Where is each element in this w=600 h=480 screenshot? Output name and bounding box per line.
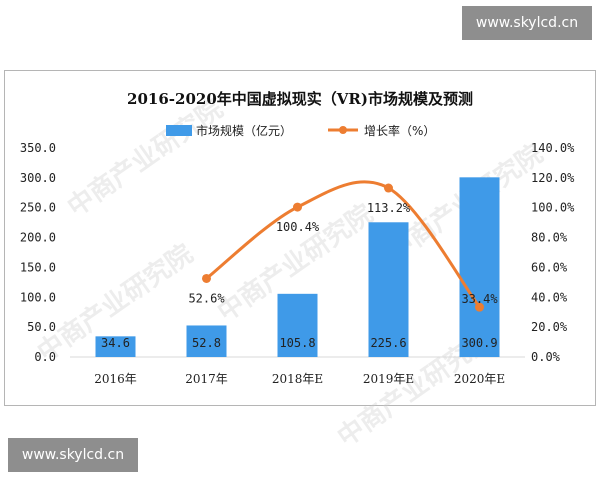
growth-marker: [293, 202, 302, 212]
y-left-tick-label: 100.0: [20, 290, 56, 304]
y-left-tick-label: 250.0: [20, 201, 56, 215]
growth-marker: [384, 183, 393, 193]
bar: [368, 222, 409, 357]
growth-value-label: 113.2%: [367, 201, 411, 215]
growth-value-label: 100.4%: [276, 220, 320, 234]
y-left-tick-label: 0.0: [34, 350, 56, 364]
bar: [277, 293, 318, 357]
x-tick-label: 2017年: [185, 372, 228, 386]
y-left-tick-label: 50.0: [27, 320, 56, 334]
watermark-bottom: www.skylcd.cn: [8, 438, 138, 472]
x-tick-label: 2019年E: [363, 372, 414, 386]
x-tick-label: 2018年E: [272, 372, 323, 386]
y-right-tick-label: 100.0%: [531, 201, 575, 215]
bar: [459, 177, 500, 357]
growth-value-label: 33.4%: [461, 292, 498, 306]
bar: [186, 325, 227, 357]
y-right-tick-label: 20.0%: [531, 320, 568, 334]
x-tick-label: 2016年: [94, 372, 137, 386]
growth-line: [205, 180, 481, 309]
bar-value-label: 225.6: [370, 336, 406, 350]
y-right-tick-label: 40.0%: [531, 290, 568, 304]
legend-bar-swatch: [166, 125, 192, 136]
y-right-tick-label: 60.0%: [531, 260, 568, 274]
y-left-tick-label: 200.0: [20, 231, 56, 245]
bar: [95, 336, 136, 357]
legend-line-marker: [339, 126, 347, 134]
y-right-tick-label: 120.0%: [531, 171, 575, 185]
bar-value-label: 34.6: [101, 336, 130, 350]
y-left-tick-label: 300.0: [20, 171, 56, 185]
legend-bar-label: 市场规模（亿元）: [196, 123, 292, 138]
y-right-tick-label: 0.0%: [531, 350, 561, 364]
x-tick-label: 2020年E: [454, 372, 505, 386]
chart-title: 2016-2020年中国虚拟现实（VR)市场规模及预测: [127, 90, 473, 108]
background-watermark: 中商产业研究院: [62, 93, 229, 223]
legend: 市场规模（亿元） 增长率（%）: [166, 123, 435, 138]
y-right-tick-label: 80.0%: [531, 231, 568, 245]
growth-marker: [475, 302, 484, 312]
bar-value-label: 52.8: [192, 336, 221, 350]
bar-value-label: 105.8: [279, 336, 315, 350]
y-left-tick-label: 350.0: [20, 141, 56, 155]
watermark-top: www.skylcd.cn: [462, 6, 592, 40]
legend-line-label: 增长率（%）: [364, 123, 435, 138]
bar-value-label: 300.9: [461, 336, 497, 350]
growth-value-label: 52.6%: [188, 291, 225, 305]
y-right-tick-label: 140.0%: [531, 141, 575, 155]
growth-marker: [202, 273, 211, 283]
y-left-tick-label: 150.0: [20, 260, 56, 274]
